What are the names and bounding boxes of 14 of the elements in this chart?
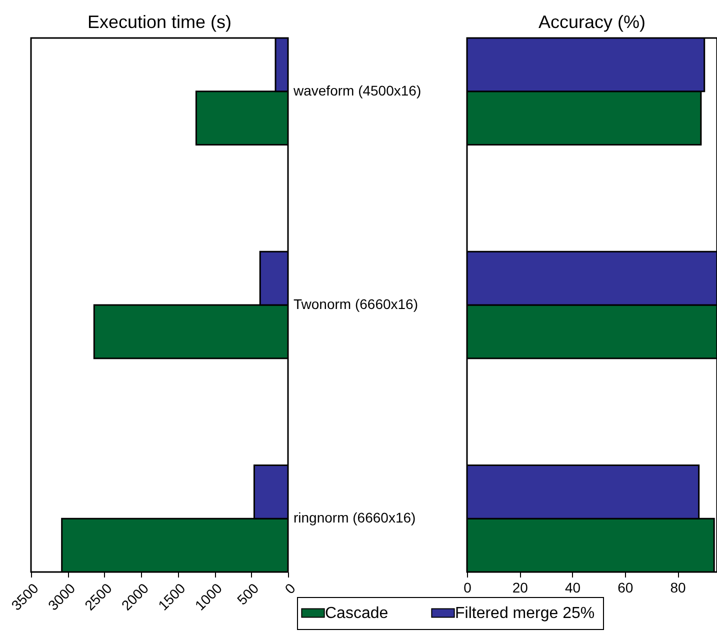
x-tick-label: 0 (282, 580, 299, 597)
y-tick-label: Twonorm (6660x16) (294, 296, 418, 312)
x-tick-label: 60 (618, 580, 634, 596)
x-tick-label: 80 (670, 580, 686, 596)
x-tick-label: 20 (512, 580, 528, 596)
legend-label: Filtered merge 25% (455, 605, 595, 622)
y-tick-label: waveform (4500x16) (292, 82, 422, 98)
legend-label: Cascade (325, 605, 388, 622)
x-tick-label: 500 (234, 580, 262, 608)
x-tick-label: 0 (464, 580, 472, 596)
chart-title: Accuracy (%) (538, 12, 646, 32)
chart-title: Execution time (s) (87, 12, 232, 32)
x-tick-label: 40 (564, 580, 581, 596)
y-tick-label: ringnorm (6660x16) (294, 510, 416, 526)
